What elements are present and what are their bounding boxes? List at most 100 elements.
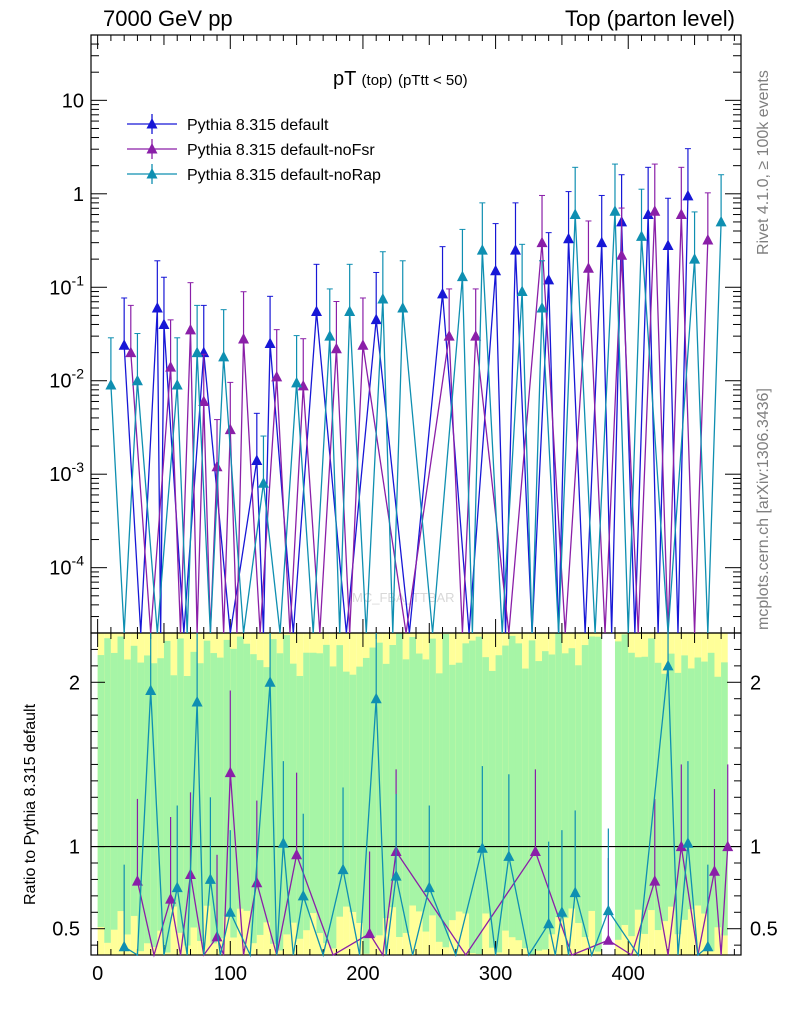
green-band [362, 657, 370, 954]
data-point [536, 236, 548, 248]
data-point [516, 285, 528, 297]
green-band [402, 659, 410, 933]
ratio-y-tick-label: 0.5 [750, 919, 778, 941]
green-band [97, 655, 105, 927]
green-band [495, 655, 503, 953]
green-band [217, 657, 224, 939]
green-band [150, 663, 158, 948]
data-point [569, 208, 581, 220]
ratio-data-point [649, 875, 661, 886]
green-band [721, 662, 728, 936]
green-band [303, 652, 310, 931]
chart-title-main: pT [333, 68, 356, 90]
data-point [437, 287, 449, 299]
data-point [251, 454, 263, 466]
data-point [616, 249, 628, 260]
data-point [582, 262, 594, 273]
green-band [508, 635, 516, 938]
y-tick-label: 10-2 [49, 366, 84, 393]
green-band [488, 670, 496, 948]
data-point [125, 346, 137, 358]
green-band [542, 651, 549, 950]
green-band [462, 643, 470, 914]
ratio-data-point [370, 692, 382, 704]
green-band [714, 676, 722, 928]
data-point [184, 323, 196, 335]
legend-marker [146, 143, 158, 154]
x-tick-label: 100 [214, 963, 247, 985]
data-point [509, 244, 521, 255]
green-band [389, 645, 397, 908]
data-point [702, 234, 714, 245]
green-band [568, 648, 576, 909]
green-band [323, 644, 330, 944]
data-point [563, 232, 575, 244]
green-band [270, 639, 277, 944]
data-point [642, 208, 654, 220]
ratio-data-point [556, 906, 568, 917]
green-band [382, 663, 390, 919]
green-band [588, 636, 596, 911]
legend-marker [146, 168, 158, 179]
green-band [283, 635, 290, 935]
green-band [369, 647, 377, 938]
green-band [117, 636, 125, 912]
data-point [171, 379, 183, 390]
data-point [689, 253, 701, 264]
green-band [263, 667, 271, 923]
green-band [177, 638, 184, 933]
green-band [104, 638, 111, 943]
ratio-data-point [476, 842, 488, 853]
x-tick-label: 0 [92, 963, 103, 985]
green-band [316, 653, 324, 934]
data-point [264, 337, 276, 349]
data-point [198, 395, 210, 406]
header-observable-label: Top (parton level) [565, 6, 735, 31]
ratio-data-point [224, 906, 236, 917]
green-band [183, 676, 191, 946]
data-point [397, 302, 409, 313]
green-band [429, 638, 436, 916]
data-point [151, 302, 163, 313]
green-band [336, 645, 344, 917]
ratio-data-point [602, 904, 614, 916]
legend-label: Pythia 8.315 default-noRap [187, 167, 381, 184]
data-point [218, 350, 230, 362]
ratio-data-point [204, 873, 216, 884]
green-band [502, 645, 509, 931]
data-point [224, 423, 236, 435]
y-tick-label: 10-1 [49, 272, 84, 299]
green-band [130, 645, 138, 916]
green-band [236, 636, 244, 909]
series-2 [105, 163, 727, 634]
data-point [470, 330, 482, 341]
ratio-y-tick-label: 1 [750, 837, 761, 859]
ratio-data-point [145, 684, 157, 695]
data-point [105, 379, 117, 390]
ratio-data-point [165, 893, 177, 904]
data-point [476, 244, 488, 255]
data-point [377, 292, 389, 304]
ratio-series-1 [118, 633, 714, 958]
ratio-data-point [503, 850, 515, 861]
ratio-data-point [423, 881, 435, 893]
green-band [124, 659, 131, 935]
green-band [528, 640, 536, 955]
data-point [257, 477, 269, 488]
legend-label: Pythia 8.315 default [187, 117, 329, 134]
green-band [137, 662, 145, 952]
green-band [309, 652, 317, 914]
green-band [654, 662, 662, 931]
ratio-y-tick-label: 2 [69, 672, 80, 694]
y-tick-label: 10-4 [49, 553, 84, 580]
green-band [701, 661, 708, 914]
data-point [543, 273, 555, 285]
ratio-data-point [543, 917, 555, 929]
ratio-data-point [171, 881, 183, 893]
series-0 [118, 148, 694, 634]
green-band [250, 654, 257, 944]
ratio-series-line [123, 665, 709, 958]
green-band [455, 662, 463, 912]
data-point [490, 264, 502, 276]
